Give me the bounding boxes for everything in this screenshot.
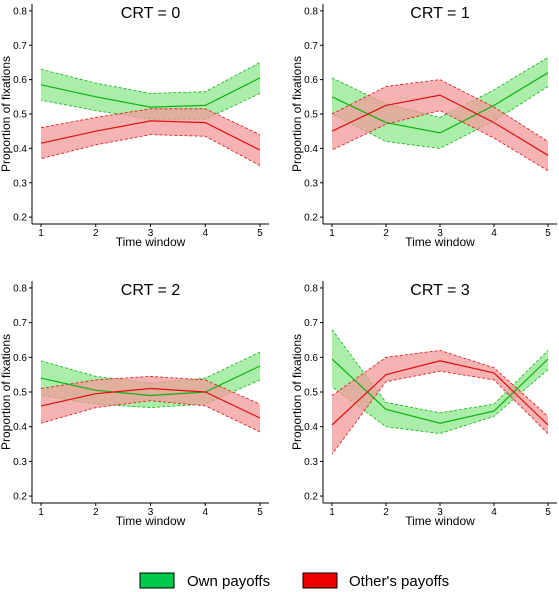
ci-band-other-s-payoffs: [332, 350, 548, 455]
x-tick-label: 4: [202, 228, 208, 239]
y-tick-label: 0.4: [13, 144, 27, 155]
x-tick-label: 3: [148, 507, 154, 518]
legend-label-other: Other's payoffs: [349, 573, 449, 590]
y-axis-label: Proportion of fixations: [0, 56, 13, 172]
ci-lower-own-payoffs: [331, 369, 549, 435]
y-tick-label: 0.6: [13, 75, 27, 86]
ci-upper-other-s-payoffs: [331, 349, 549, 417]
y-tick-label: 0.6: [304, 75, 318, 86]
ci-band-own-payoffs: [332, 329, 548, 434]
series-line-other-s-payoffs: [40, 387, 261, 419]
y-tick-label: 0.3: [304, 178, 318, 189]
series-line-own-payoffs: [40, 365, 261, 397]
ci-upper-other-s-payoffs: [40, 375, 261, 405]
ci-upper-other-s-payoffs: [331, 79, 549, 142]
x-tick-label: 1: [329, 228, 335, 239]
x-tick-label: 2: [383, 228, 389, 239]
y-tick-label: 0.2: [304, 492, 318, 503]
y-axis-label: Proportion of fixations: [290, 334, 304, 450]
panel-title: CRT = 2: [121, 282, 181, 299]
series-line-own-payoffs: [40, 77, 261, 108]
ci-lower-other-s-payoffs: [40, 134, 261, 166]
y-tick-label: 0.8: [13, 6, 27, 17]
legend-swatch-own: [139, 572, 175, 589]
series-line-other-s-payoffs: [331, 360, 549, 426]
y-tick-label: 0.6: [304, 353, 318, 364]
x-tick-label: 3: [148, 228, 154, 239]
legend-swatch-other: [302, 572, 338, 589]
x-axis-label: Time window: [405, 235, 475, 249]
ci-lower-other-s-payoffs: [40, 400, 261, 433]
x-tick-label: 2: [93, 507, 99, 518]
y-tick-label: 0.5: [13, 110, 27, 121]
ci-band-other-s-payoffs: [41, 108, 260, 166]
x-tick-label: 1: [329, 507, 335, 518]
y-tick-label: 0.7: [13, 318, 27, 329]
y-axis-label: Proportion of fixations: [290, 56, 304, 172]
y-tick-label: 0.7: [304, 41, 318, 52]
series-line-other-s-payoffs: [331, 94, 549, 156]
y-tick-label: 0.3: [304, 457, 318, 468]
series-line-own-payoffs: [331, 358, 549, 424]
chart-panels: CRT = 0 0.2 0.3 0.4 0.5 0.6 0.7 0.8 1 2 3 4 5 Time wi…: [0, 4, 557, 528]
x-tick-label: 4: [491, 228, 497, 239]
ci-band-other-s-payoffs: [332, 79, 548, 171]
legend-label-own: Own payoffs: [187, 573, 270, 590]
ci-upper-own-payoffs: [40, 62, 261, 94]
x-axis-label: Time window: [116, 235, 186, 249]
y-tick-label: 0.4: [304, 144, 318, 155]
y-tick-label: 0.2: [13, 492, 27, 503]
y-tick-label: 0.5: [13, 388, 27, 399]
x-tick-label: 1: [38, 507, 44, 518]
y-tick-label: 0.8: [13, 283, 27, 294]
legend: Own payoffs Other's payoffs: [139, 572, 449, 590]
ci-band-own-payoffs: [332, 57, 548, 149]
y-tick-label: 0.8: [304, 283, 318, 294]
chart-panel-4: CRT = 3 0.2 0.3 0.4 0.5 0.6 0.7 0.8 1 2 3 4 5 Time wi…: [290, 281, 557, 528]
panel-title: CRT = 0: [121, 5, 181, 22]
y-tick-label: 0.5: [304, 388, 318, 399]
y-tick-label: 0.6: [13, 353, 27, 364]
x-axis-label: Time window: [405, 514, 475, 528]
ci-lower-own-payoffs: [331, 86, 549, 149]
panel-title: CRT = 1: [410, 5, 470, 22]
y-tick-label: 0.2: [304, 213, 318, 224]
ci-lower-other-s-payoffs: [331, 110, 549, 172]
x-tick-label: 5: [257, 228, 263, 239]
ci-upper-other-s-payoffs: [40, 108, 261, 135]
x-tick-label: 2: [383, 507, 389, 518]
chart-panel-2: CRT = 1 0.2 0.3 0.4 0.5 0.6 0.7 0.8 1 2 3 4 5 Time wi…: [290, 4, 557, 249]
y-tick-label: 0.3: [13, 178, 27, 189]
x-tick-label: 1: [38, 228, 44, 239]
y-tick-label: 0.7: [13, 41, 27, 52]
y-axis-label: Proportion of fixations: [0, 334, 13, 450]
chart-panel-3: CRT = 2 0.2 0.3 0.4 0.5 0.6 0.7 0.8 1 2 3 4 5 Time wi…: [0, 281, 269, 528]
x-tick-label: 5: [257, 507, 263, 518]
x-axis-label: Time window: [116, 514, 186, 528]
y-tick-label: 0.7: [304, 318, 318, 329]
y-tick-label: 0.4: [304, 422, 318, 433]
x-tick-label: 5: [545, 228, 551, 239]
panel-title: CRT = 3: [410, 282, 470, 299]
y-tick-label: 0.2: [13, 213, 27, 224]
ci-upper-own-payoffs: [331, 56, 549, 118]
y-tick-label: 0.4: [13, 422, 27, 433]
x-tick-label: 3: [437, 228, 443, 239]
x-tick-label: 4: [202, 507, 208, 518]
y-tick-label: 0.3: [13, 457, 27, 468]
series-line-other-s-payoffs: [40, 120, 261, 151]
x-tick-label: 4: [491, 507, 497, 518]
ci-lower-other-s-payoffs: [331, 370, 549, 455]
x-tick-label: 3: [437, 507, 443, 518]
chart-panel-1: CRT = 0 0.2 0.3 0.4 0.5 0.6 0.7 0.8 1 2 3 4 5 Time wi…: [0, 4, 269, 249]
x-tick-label: 5: [545, 507, 551, 518]
x-tick-label: 2: [93, 228, 99, 239]
y-tick-label: 0.8: [304, 6, 318, 17]
y-tick-label: 0.5: [304, 110, 318, 121]
